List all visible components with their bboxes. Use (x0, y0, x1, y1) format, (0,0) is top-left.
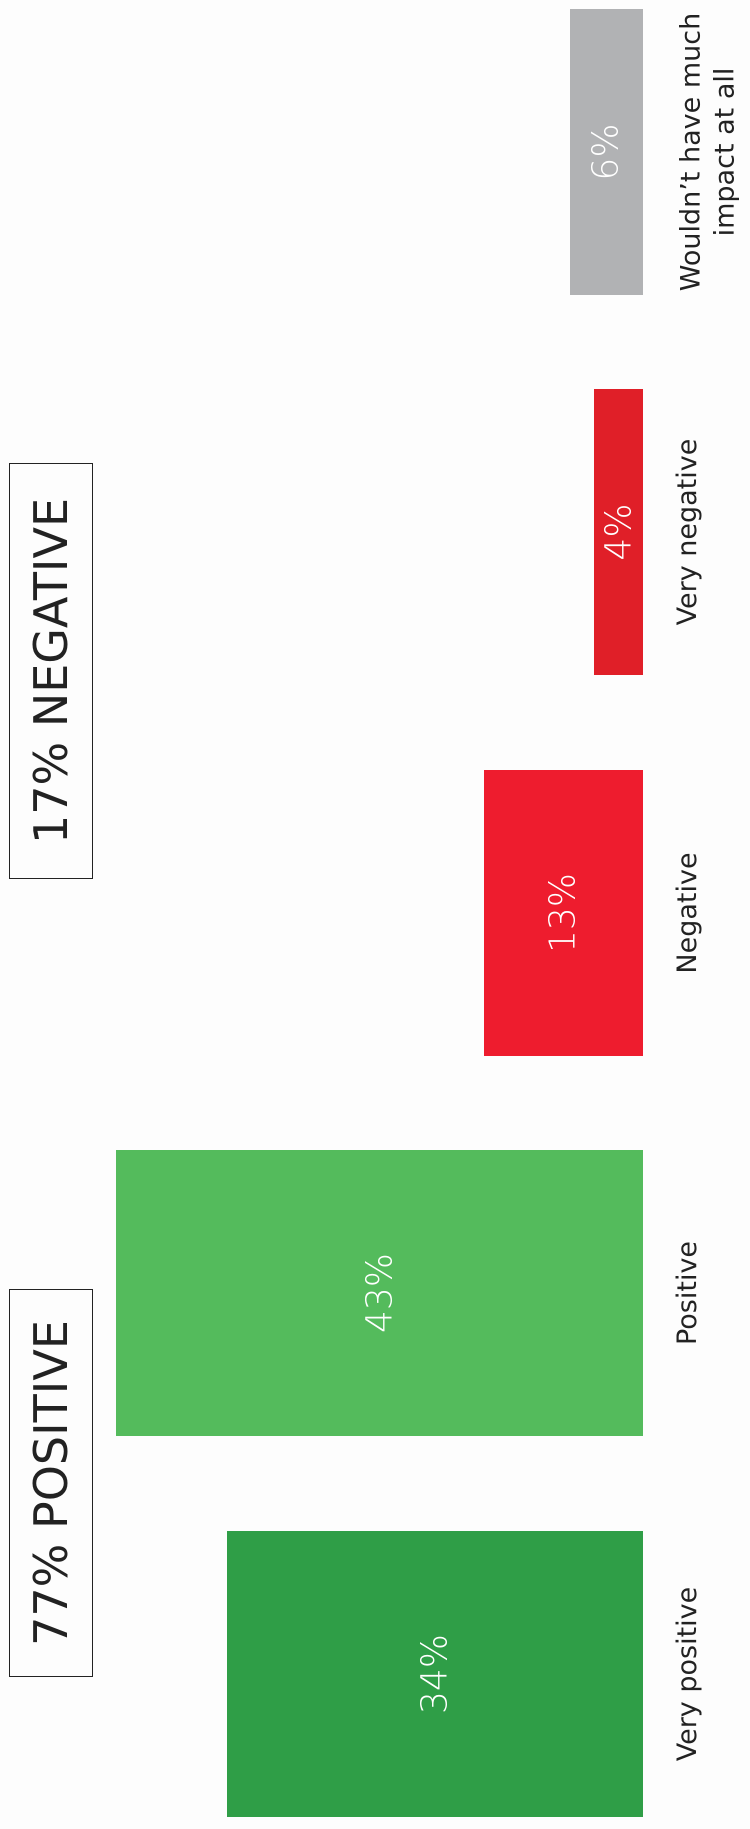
data-label: 4% (598, 503, 639, 561)
data-label: 34% (414, 1633, 456, 1715)
bar (483, 769, 643, 1056)
annotation-box: 17% NEGATIVE (9, 463, 93, 879)
category-label: Very negative (672, 438, 704, 626)
category-label: Wouldn’t have much impact at all (675, 12, 740, 291)
data-label: 43% (359, 1253, 401, 1334)
category-label: Very positive (672, 1586, 704, 1762)
bar (594, 389, 643, 676)
category-label: Positive (672, 1241, 704, 1346)
annotation-box: 77% POSITIVE (9, 1289, 93, 1677)
data-label: 6% (585, 123, 627, 181)
bar (116, 1150, 643, 1437)
bar (226, 1531, 643, 1817)
category-label: Negative (672, 852, 704, 974)
data-label: 13% (542, 872, 584, 953)
bar (569, 8, 643, 295)
